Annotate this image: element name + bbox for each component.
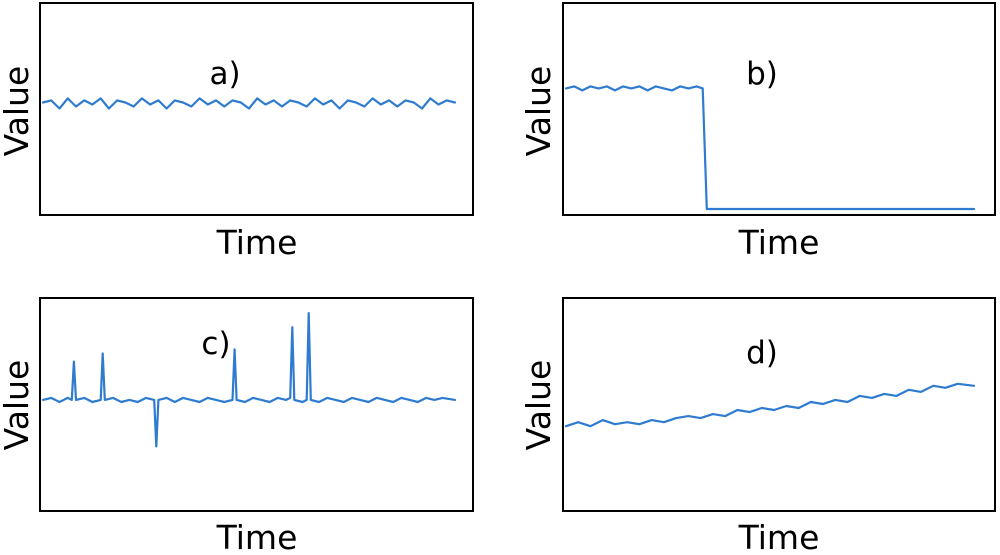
panel-a-ylabel: Value (0, 66, 36, 157)
panel-b-label: b) (746, 56, 778, 92)
panel-b-xlabel: Time (738, 223, 820, 262)
panel-b-series-line (564, 85, 976, 211)
panel-c: c) Time Value (0, 297, 474, 555)
panel-b: b) Time Value (519, 2, 996, 262)
panel-a: a) Time Value (0, 2, 474, 262)
panel-b-frame (562, 2, 996, 216)
panel-c-label: c) (201, 326, 230, 362)
panel-c-frame (39, 297, 474, 512)
panel-c-xlabel: Time (216, 518, 298, 555)
panel-a-series-line (41, 97, 457, 110)
panel-d-label: d) (746, 335, 778, 371)
panel-d-series-line (564, 382, 976, 428)
panel-a-label: a) (209, 56, 240, 92)
panel-d-xlabel: Time (738, 518, 820, 555)
panel-d-frame (562, 297, 996, 512)
panel-b-ylabel: Value (519, 66, 558, 157)
panel-c-series-line (41, 312, 457, 448)
panel-d-ylabel: Value (519, 360, 558, 451)
panel-a-xlabel: Time (216, 223, 298, 262)
panel-c-ylabel: Value (0, 360, 36, 451)
panel-d: d) Time Value (519, 297, 996, 555)
panel-a-frame (39, 2, 474, 216)
